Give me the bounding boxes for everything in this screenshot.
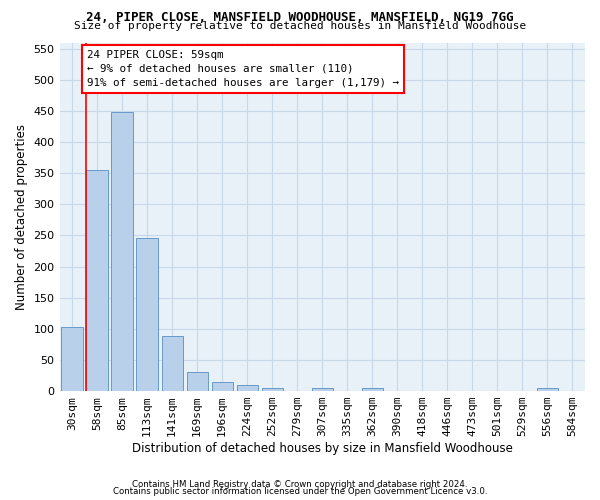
Y-axis label: Number of detached properties: Number of detached properties: [15, 124, 28, 310]
Text: Contains HM Land Registry data © Crown copyright and database right 2024.: Contains HM Land Registry data © Crown c…: [132, 480, 468, 489]
Bar: [362, 388, 383, 391]
Bar: [112, 112, 133, 391]
Bar: [311, 388, 333, 391]
Text: Contains public sector information licensed under the Open Government Licence v3: Contains public sector information licen…: [113, 487, 487, 496]
Bar: [262, 388, 283, 391]
Bar: [236, 386, 258, 391]
Bar: [187, 372, 208, 391]
Text: 24, PIPER CLOSE, MANSFIELD WOODHOUSE, MANSFIELD, NG19 7GG: 24, PIPER CLOSE, MANSFIELD WOODHOUSE, MA…: [86, 11, 514, 24]
Bar: [136, 238, 158, 391]
Bar: [86, 170, 108, 391]
Bar: [61, 327, 83, 391]
Text: Size of property relative to detached houses in Mansfield Woodhouse: Size of property relative to detached ho…: [74, 21, 526, 31]
X-axis label: Distribution of detached houses by size in Mansfield Woodhouse: Distribution of detached houses by size …: [132, 442, 513, 455]
Text: 24 PIPER CLOSE: 59sqm
← 9% of detached houses are smaller (110)
91% of semi-deta: 24 PIPER CLOSE: 59sqm ← 9% of detached h…: [87, 50, 399, 88]
Bar: [212, 382, 233, 391]
Bar: [161, 336, 183, 391]
Bar: [537, 388, 558, 391]
